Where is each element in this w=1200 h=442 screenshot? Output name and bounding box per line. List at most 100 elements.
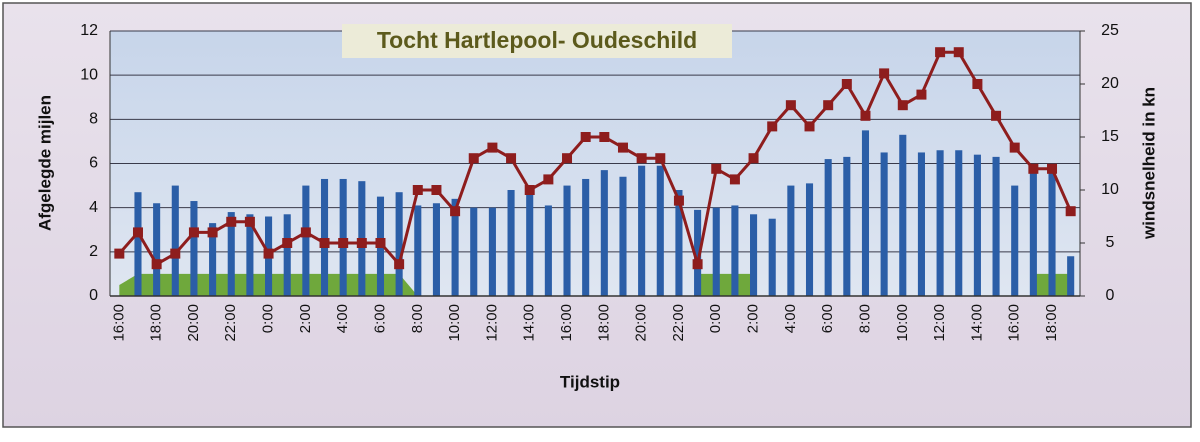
wind-marker [468, 153, 479, 164]
bar [451, 198, 459, 296]
x-tick-label: 0:00 [260, 304, 277, 333]
bar [600, 170, 608, 296]
wind-marker [767, 121, 778, 132]
bar [563, 185, 571, 296]
wind-marker [692, 259, 703, 270]
y-tick-label: 4 [89, 199, 98, 216]
bar [861, 130, 870, 296]
bar [731, 205, 739, 296]
x-tick-label: 2:00 [745, 304, 762, 333]
bar [805, 183, 814, 296]
wind-marker [916, 89, 927, 100]
bar [582, 178, 590, 296]
y-tick-label: 12 [80, 22, 98, 39]
y-tick-label: 2 [89, 243, 98, 260]
wind-marker [487, 142, 498, 153]
bar [470, 207, 478, 296]
bar [190, 201, 198, 296]
y-tick-label: 6 [89, 155, 98, 172]
x-tick-label: 6:00 [371, 304, 388, 333]
bar [544, 205, 552, 296]
wind-marker [655, 153, 666, 164]
wind-marker [244, 216, 255, 227]
x-tick-label: 2:00 [297, 304, 314, 333]
y-tick-label: 8 [89, 111, 98, 128]
wind-marker [1047, 163, 1058, 174]
bar [246, 214, 254, 296]
bar [694, 209, 702, 296]
wind-marker [300, 227, 311, 238]
wind-marker [431, 185, 442, 195]
wind-marker [580, 132, 591, 142]
bar [619, 176, 627, 296]
bar [1067, 256, 1075, 296]
wind-marker [114, 248, 125, 259]
y2-tick-label: 25 [1101, 22, 1119, 39]
bar [153, 203, 161, 296]
wind-marker [599, 132, 610, 142]
y2-tick-label: 20 [1101, 75, 1119, 92]
bar [171, 185, 179, 296]
wind-line [118, 50, 1073, 268]
x-tick-label: 12:00 [931, 304, 948, 342]
wind-marker [823, 100, 834, 111]
bar [507, 190, 515, 296]
x-tick-label: 4:00 [782, 304, 799, 333]
bar [414, 205, 422, 296]
wind-marker [375, 238, 386, 248]
x-tick-label: 6:00 [819, 304, 836, 333]
wind-marker [151, 259, 162, 270]
x-tick-label: 12:00 [483, 304, 500, 342]
wind-marker [524, 185, 535, 195]
wind-marker [673, 195, 684, 206]
x-tick-label: 16:00 [110, 304, 127, 342]
x-axis-label: Tijdstip [560, 372, 620, 391]
bar [526, 185, 534, 296]
wind-marker [543, 174, 554, 185]
wind-marker [1009, 142, 1020, 153]
bar [917, 152, 925, 296]
bar [1011, 185, 1019, 296]
bar [936, 150, 944, 296]
bar [955, 150, 963, 296]
wind-marker [617, 142, 628, 153]
wind-marker [188, 227, 199, 238]
wind-marker [356, 238, 367, 248]
y2-tick-label: 15 [1101, 128, 1119, 145]
bar [320, 178, 329, 296]
wind-marker [972, 79, 983, 89]
wind-marker [132, 227, 143, 238]
x-tick-label: 18:00 [148, 304, 165, 342]
bar [488, 207, 496, 296]
bar [1048, 170, 1056, 296]
x-tick-label: 4:00 [334, 304, 351, 333]
wind-marker [282, 238, 293, 248]
x-tick-label: 8:00 [856, 304, 873, 333]
wind-marker [562, 153, 573, 164]
bar [992, 156, 1000, 296]
bar [302, 185, 310, 296]
title-box [342, 24, 732, 58]
bar [134, 192, 142, 296]
x-tick-label: 14:00 [968, 304, 985, 342]
y2-tick-label: 10 [1101, 181, 1119, 198]
bar [899, 134, 907, 296]
wind-marker [748, 153, 759, 164]
bar [973, 154, 981, 296]
bar [395, 192, 403, 296]
bar [712, 207, 720, 296]
x-tick-label: 20:00 [185, 304, 202, 342]
bar [1029, 167, 1037, 296]
x-tick-label: 8:00 [409, 304, 426, 333]
x-tick-label: 20:00 [633, 304, 650, 342]
wind-marker [953, 47, 964, 58]
wind-marker [785, 100, 796, 111]
bar [638, 165, 646, 296]
y-tick-label: 10 [80, 66, 98, 83]
x-tick-label: 18:00 [1043, 304, 1060, 342]
wind-marker [841, 79, 852, 89]
wind-marker [636, 153, 647, 164]
x-tick-label: 16:00 [1006, 304, 1023, 342]
